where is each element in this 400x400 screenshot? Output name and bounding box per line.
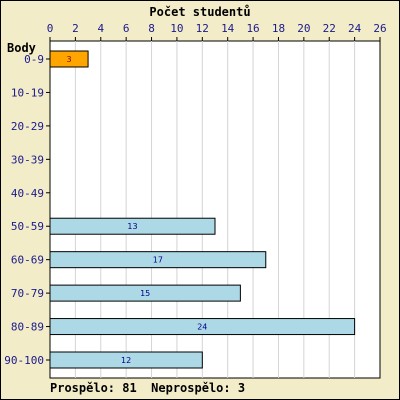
bar-value-label: 12 bbox=[121, 356, 131, 365]
category-label: 10-19 bbox=[11, 86, 44, 99]
x-tick-label: 14 bbox=[221, 22, 235, 35]
x-tick-label: 10 bbox=[170, 22, 183, 35]
x-tick-label: 18 bbox=[272, 22, 285, 35]
x-tick-label: 26 bbox=[373, 22, 386, 35]
category-label: 60-69 bbox=[11, 254, 44, 267]
x-tick-label: 2 bbox=[72, 22, 79, 35]
bars: 3 13 17 15 24 12 bbox=[49, 50, 356, 369]
x-tick-label: 0 bbox=[47, 22, 54, 35]
category-label: 50-59 bbox=[11, 220, 44, 233]
x-tick-label: 22 bbox=[323, 22, 336, 35]
x-tick-label: 16 bbox=[246, 22, 259, 35]
category-label: 30-39 bbox=[11, 153, 44, 166]
chart-title: Počet studentů bbox=[149, 5, 250, 19]
x-tick-label: 6 bbox=[123, 22, 130, 35]
bar-value-label: 13 bbox=[127, 222, 137, 231]
footer-summary: Prospělo: 81 Neprospělo: 3 bbox=[50, 381, 245, 395]
x-tick-label: 8 bbox=[148, 22, 155, 35]
x-tick-label: 20 bbox=[297, 22, 310, 35]
x-tick-label: 12 bbox=[196, 22, 209, 35]
category-label: 20-29 bbox=[11, 120, 44, 133]
x-tick-label: 4 bbox=[97, 22, 104, 35]
category-label: 70-79 bbox=[11, 287, 44, 300]
bar-value-label: 3 bbox=[66, 55, 71, 64]
bar-value-label: 24 bbox=[197, 323, 207, 332]
bar-value-label: 17 bbox=[153, 256, 163, 265]
x-axis-ticks: 0 2 4 6 8 10 12 14 16 18 20 22 24 26 bbox=[47, 22, 387, 41]
category-label: 40-49 bbox=[11, 187, 44, 200]
x-tick-label: 24 bbox=[348, 22, 362, 35]
y-axis-label: Body bbox=[7, 41, 36, 55]
category-label: 90-100 bbox=[4, 354, 44, 367]
category-label: 80-89 bbox=[11, 321, 44, 334]
bar-value-label: 15 bbox=[140, 289, 150, 298]
category-labels: 0-9 10-19 20-29 30-39 40-49 50-59 60-69 70-79 80… bbox=[4, 53, 50, 367]
category-label: 0-9 bbox=[24, 53, 44, 66]
